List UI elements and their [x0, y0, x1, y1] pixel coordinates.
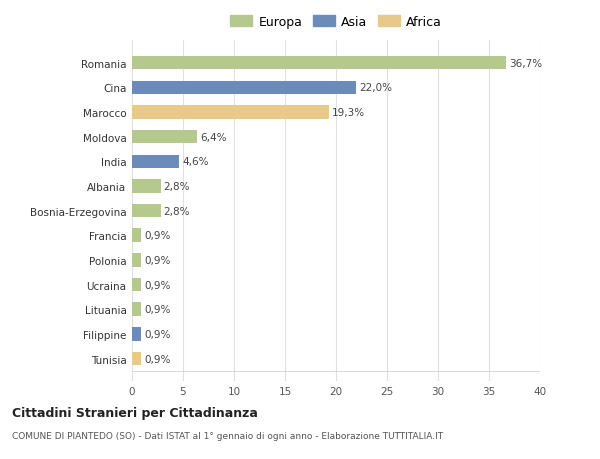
Text: 0,9%: 0,9% — [144, 255, 170, 265]
Text: 22,0%: 22,0% — [359, 83, 392, 93]
Bar — [132, 278, 141, 292]
Bar — [132, 253, 141, 267]
Text: 2,8%: 2,8% — [164, 182, 190, 191]
Text: 0,9%: 0,9% — [144, 354, 170, 364]
Text: 19,3%: 19,3% — [332, 108, 365, 118]
Text: 36,7%: 36,7% — [509, 59, 542, 68]
Text: 0,9%: 0,9% — [144, 280, 170, 290]
Text: 0,9%: 0,9% — [144, 231, 170, 241]
Bar — [132, 130, 197, 144]
Bar — [132, 303, 141, 316]
Bar — [132, 106, 329, 119]
Bar — [132, 327, 141, 341]
Text: Cittadini Stranieri per Cittadinanza: Cittadini Stranieri per Cittadinanza — [12, 406, 258, 419]
Bar — [132, 81, 356, 95]
Bar — [132, 229, 141, 242]
Bar — [132, 180, 161, 193]
Bar — [132, 204, 161, 218]
Text: 0,9%: 0,9% — [144, 329, 170, 339]
Text: 4,6%: 4,6% — [182, 157, 208, 167]
Text: 2,8%: 2,8% — [164, 206, 190, 216]
Legend: Europa, Asia, Africa: Europa, Asia, Africa — [225, 11, 447, 34]
Bar — [132, 155, 179, 169]
Text: 6,4%: 6,4% — [200, 132, 227, 142]
Text: COMUNE DI PIANTEDO (SO) - Dati ISTAT al 1° gennaio di ogni anno - Elaborazione T: COMUNE DI PIANTEDO (SO) - Dati ISTAT al … — [12, 431, 443, 441]
Text: 0,9%: 0,9% — [144, 305, 170, 314]
Bar — [132, 352, 141, 365]
Bar — [132, 57, 506, 70]
